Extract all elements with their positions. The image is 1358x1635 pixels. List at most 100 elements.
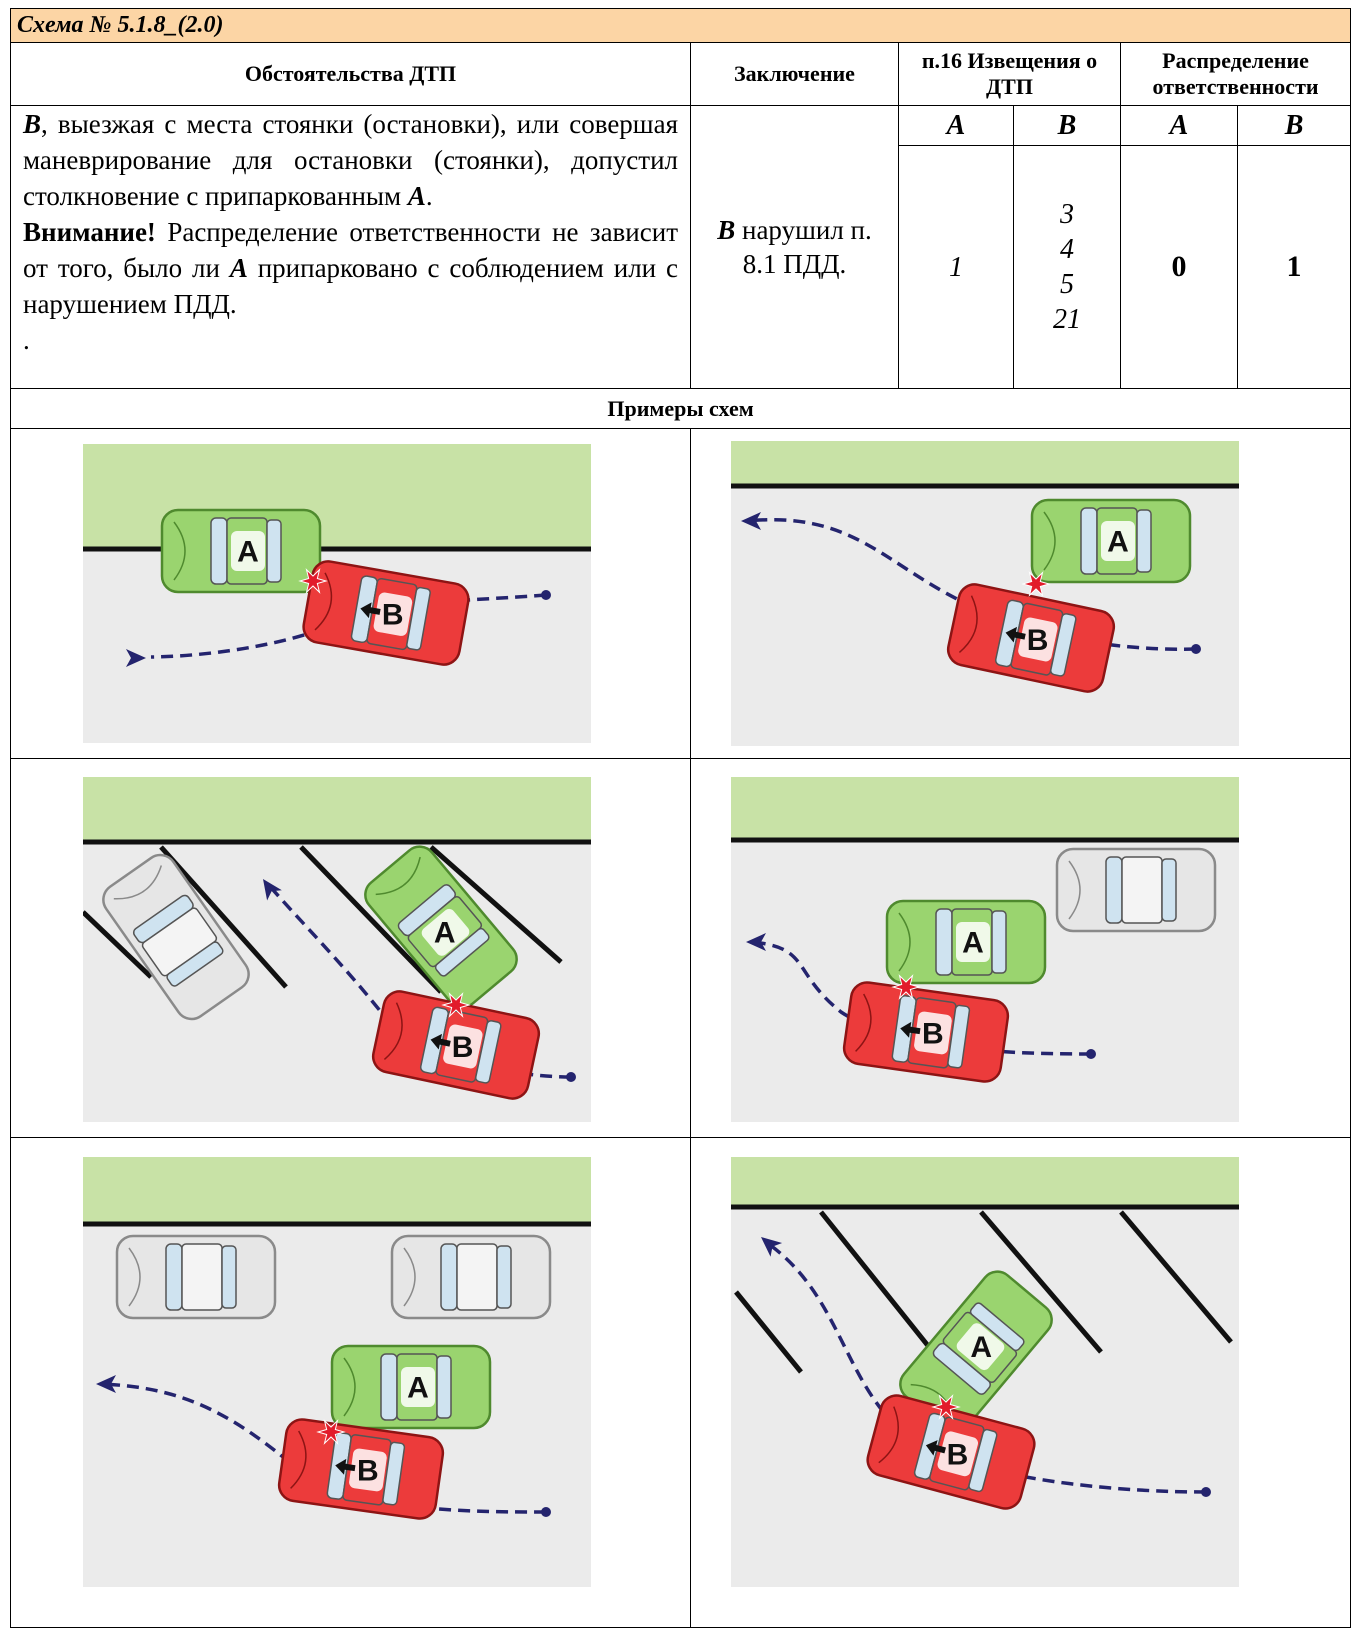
circumstances: В, выезжая с места стоянки (остановки), … <box>10 105 691 389</box>
car-label: A <box>237 536 259 569</box>
roof <box>181 1243 223 1311</box>
rear-window <box>221 1245 237 1309</box>
rear-window <box>968 1428 998 1493</box>
windshield <box>380 1353 398 1421</box>
direction-arrow <box>900 1021 921 1038</box>
trajectory-arrow <box>263 879 282 901</box>
header-conclusion: Заключение <box>690 42 899 106</box>
party: В <box>1013 105 1121 146</box>
letter-bg <box>421 908 470 956</box>
lawn <box>83 444 591 549</box>
text: . <box>23 325 30 355</box>
road-marking <box>83 910 153 979</box>
car: A <box>899 1270 1053 1434</box>
value: 5 <box>1060 269 1074 300</box>
letter-bg <box>956 1323 1005 1371</box>
car: B <box>866 1394 1036 1510</box>
header-responsibility: Распределение ответственности <box>1119 42 1352 106</box>
scene: AB <box>83 1157 591 1587</box>
text: А <box>407 181 426 211</box>
direction-arrow <box>1005 626 1026 643</box>
text: Внимание! <box>23 217 156 247</box>
car-label: B <box>922 1017 944 1050</box>
trajectory-arrow <box>746 933 766 951</box>
letter-bg <box>231 531 265 571</box>
road-marking <box>734 1290 803 1374</box>
windshield <box>935 908 953 976</box>
value: 1 <box>949 251 963 283</box>
hood-line <box>403 1247 416 1307</box>
letter-bg <box>373 592 413 636</box>
car: A <box>364 845 518 1009</box>
lawn <box>83 777 591 842</box>
car-label: B <box>947 1438 969 1471</box>
letter-bg <box>914 1011 952 1055</box>
trajectory-start <box>1086 1049 1096 1059</box>
rear-window <box>166 941 224 987</box>
letter-bg <box>937 1431 979 1477</box>
impact <box>931 1394 961 1420</box>
direction-arrow <box>430 1033 451 1050</box>
car-label: B <box>357 1454 379 1487</box>
car-label: B <box>1027 624 1049 657</box>
rear-window <box>474 1020 502 1084</box>
trajectory-start <box>1191 644 1201 654</box>
hood-line <box>375 856 421 896</box>
windshield <box>440 1243 458 1311</box>
road-marking <box>979 1210 1103 1354</box>
car: B <box>842 981 1010 1083</box>
letter-bg <box>349 1448 387 1492</box>
party: А <box>898 105 1014 146</box>
responsibility-a: 0 <box>1120 145 1238 389</box>
hood-line <box>855 993 872 1052</box>
road-marking <box>159 845 288 989</box>
rear-window <box>1049 613 1077 677</box>
party: В <box>1236 105 1352 146</box>
rear-window <box>382 1441 406 1506</box>
car-label: A <box>962 927 984 960</box>
example-diagram: AB <box>83 444 591 743</box>
lawn <box>731 1157 1239 1207</box>
hood-line <box>958 595 978 654</box>
trajectory <box>264 880 572 1079</box>
car: A <box>885 899 1047 985</box>
road-marking <box>299 845 443 994</box>
car: A <box>1030 498 1192 584</box>
rear-window <box>434 927 490 977</box>
header-notice: п.16 Извещения о ДТП <box>898 42 1121 106</box>
header-circumstances: Обстоятельства ДТП <box>10 42 691 106</box>
value: 4 <box>1060 234 1074 265</box>
example-diagram: AB <box>731 1157 1239 1587</box>
scene: AB <box>731 441 1239 746</box>
scheme-table: Схема № 5.1.8_(2.0) Обстоятельства ДТП З… <box>9 8 1352 1628</box>
direction-arrow <box>335 1458 356 1475</box>
examples-title: Примеры схем <box>9 388 1352 429</box>
rear-window <box>266 519 282 583</box>
value: 3 <box>1060 199 1074 230</box>
rear-window <box>1161 858 1177 922</box>
car: B <box>277 1418 445 1520</box>
trajectory-start <box>541 1507 551 1517</box>
responsibility-b: 1 <box>1236 145 1352 389</box>
windshield <box>1080 507 1098 575</box>
hood-line <box>898 912 911 972</box>
rear-window <box>406 586 431 651</box>
hood-line <box>343 1357 356 1417</box>
trajectory <box>750 940 1092 1056</box>
hood-line <box>1043 511 1056 571</box>
notice-b: 3 4 5 21 <box>1013 145 1121 389</box>
party: А <box>1120 105 1238 146</box>
paragraph: Внимание! Распределение ответственности … <box>23 214 678 322</box>
scene: AB <box>731 1157 1239 1587</box>
paragraph: В, выезжая с места стоянки (остановки), … <box>23 106 678 214</box>
car: B <box>946 583 1116 693</box>
car-label: A <box>1107 526 1129 559</box>
letter-bg <box>443 1024 483 1069</box>
road-marking <box>819 1210 943 1364</box>
direction-arrow <box>360 602 381 619</box>
